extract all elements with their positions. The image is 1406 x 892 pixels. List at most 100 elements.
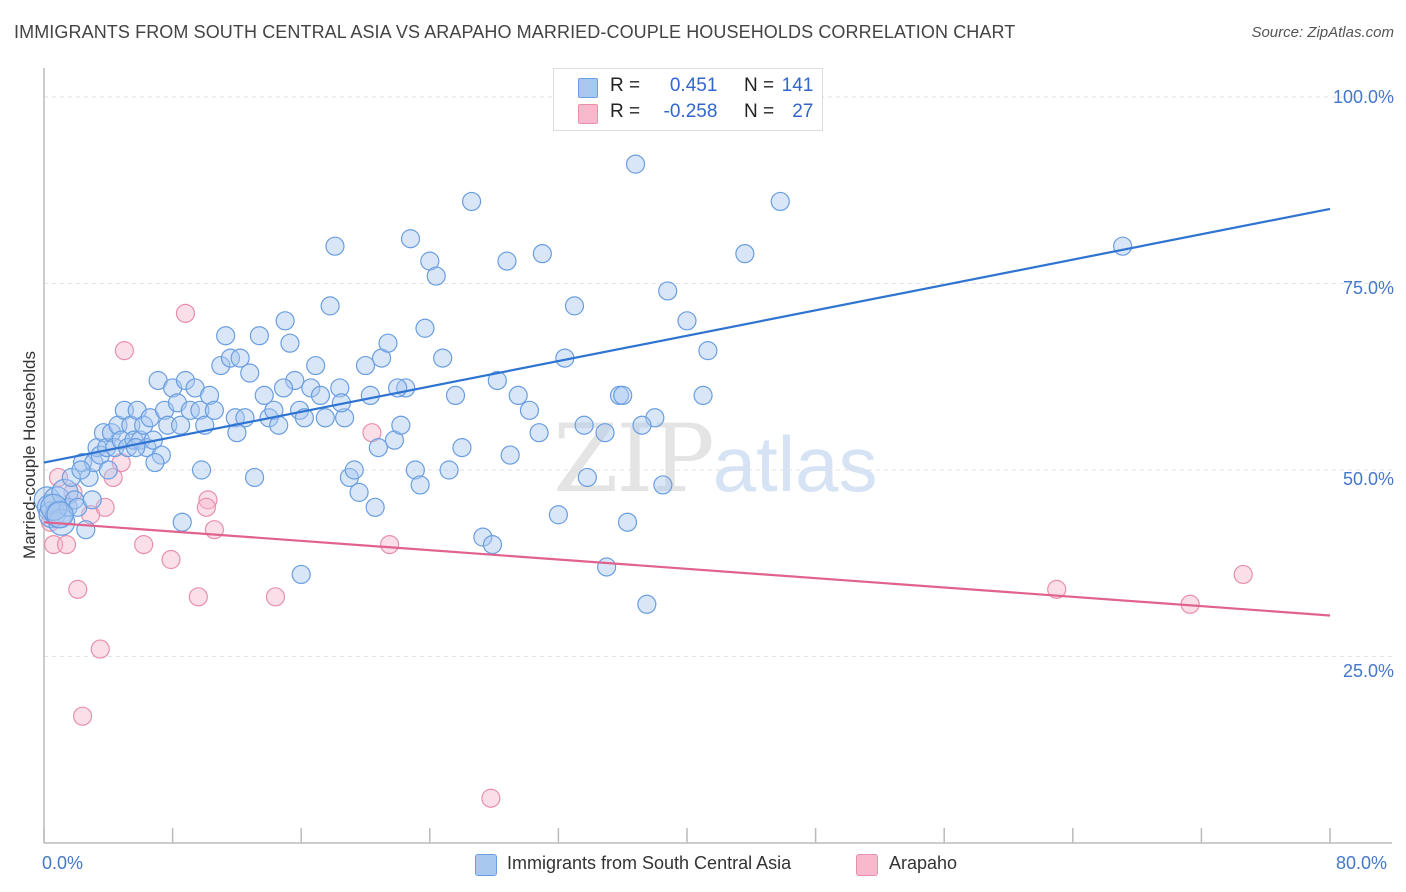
south-central-asia-point (508, 385, 528, 405)
south-central-asia-point (378, 333, 398, 353)
south-central-asia-point (617, 512, 638, 532)
south-central-asia-point (632, 415, 652, 435)
south-central-asia-point (101, 423, 122, 443)
south-central-asia-point (355, 355, 376, 376)
south-central-asia-point (452, 438, 472, 458)
south-central-asia-point (249, 326, 270, 346)
series-label-south-central-asia: Immigrants from South Central Asia (507, 853, 792, 873)
correlation-legend: R = 0.451 N = 141 R = -0.258 N = 27 (553, 68, 823, 131)
south-central-asia-point (220, 348, 241, 368)
south-central-asia-point (244, 467, 265, 488)
south-central-asia-point (482, 534, 503, 555)
south-central-asia-point (98, 460, 118, 480)
south-central-asia-point (577, 467, 597, 488)
south-central-asia-point (335, 408, 355, 428)
south-central-asia-point (71, 460, 91, 480)
watermark: ZIPatlas (553, 405, 877, 514)
trend-line-south-central-asia (43, 207, 1331, 464)
legend-n-label: N = (743, 101, 775, 122)
south-central-asia-point (415, 318, 435, 338)
arapaho-point (134, 534, 154, 555)
legend-r-label: R = (610, 101, 641, 122)
arapaho-point (68, 579, 88, 599)
south-central-asia-point (391, 415, 411, 435)
south-central-asia-point (637, 594, 657, 614)
south-central-asia-point (325, 236, 345, 256)
south-central-asia-point (473, 527, 493, 547)
south-central-asia-point (770, 191, 790, 212)
south-central-asia-point (126, 438, 146, 458)
south-central-asia-point (532, 244, 552, 264)
trend-lines (43, 207, 1331, 617)
south-central-asia-point (171, 415, 191, 435)
series-swatch-blue (475, 854, 497, 876)
south-central-asia-point (306, 355, 326, 376)
south-central-asia-point (199, 385, 220, 405)
south-central-asia-point (400, 229, 421, 249)
arapaho-point (196, 497, 216, 517)
legend-n-value: 141 (781, 75, 814, 96)
south-central-asia-point (285, 370, 305, 391)
south-central-asia-point (439, 460, 459, 480)
south-central-asia-point (172, 512, 192, 532)
south-central-asia-point (254, 385, 274, 405)
source-label: Source: ZipAtlas.com (1251, 24, 1394, 41)
arapaho-point (72, 706, 93, 726)
series-swatch-pink (856, 854, 878, 876)
south-central-asia-point (597, 557, 617, 577)
south-central-asia-point (269, 415, 289, 435)
legend-n-value: 27 (792, 101, 814, 122)
y-tick-label-25: 25.0% (1342, 661, 1394, 681)
south-central-asia-point (365, 497, 385, 517)
south-central-asia-point (519, 400, 540, 420)
legend-r-value: 0.451 (669, 75, 718, 96)
south-central-asia-point (368, 438, 388, 458)
arapaho-point (1233, 564, 1253, 585)
south-central-asia-point (330, 378, 350, 398)
south-central-asia-point (225, 408, 245, 428)
south-central-asia-point (500, 445, 520, 465)
legend-r-label: R = (610, 75, 641, 96)
south-central-asia-point (134, 415, 154, 435)
south-central-asia-point (180, 400, 200, 420)
south-central-asia-point (320, 296, 340, 316)
arapaho-point (56, 534, 77, 555)
south-central-asia-point (344, 460, 364, 480)
south-central-asia-point (190, 400, 210, 420)
south-central-asia-point (79, 467, 99, 488)
south-central-asia-point (310, 385, 331, 405)
south-central-asia-point (564, 296, 585, 316)
south-central-asia-point (548, 505, 569, 525)
south-central-asia-point (433, 348, 453, 368)
trend-line-arapaho (43, 521, 1331, 617)
watermark-zip: ZIP (553, 405, 715, 514)
arapaho-point (265, 587, 286, 607)
y-tick-label-100: 100.0% (1332, 87, 1394, 107)
arapaho-point (1047, 579, 1067, 599)
arapaho-point (380, 534, 400, 555)
arapaho-point (188, 587, 208, 607)
axes (43, 68, 1392, 844)
south-central-asia-point (1113, 236, 1133, 256)
south-central-asia-point (294, 408, 315, 428)
south-central-asia-point (529, 423, 549, 443)
chart-title: IMMIGRANTS FROM SOUTH CENTRAL ASIA VS AR… (14, 22, 1016, 42)
series-label-arapaho: Arapaho (889, 853, 958, 873)
legend-swatch-pink (578, 104, 598, 124)
south-central-asia-point (264, 400, 284, 420)
arapaho-point (198, 490, 218, 510)
south-central-asia-point (76, 520, 96, 540)
south-central-asia-point (405, 460, 425, 480)
south-central-asia-point (240, 363, 260, 383)
arapaho-point (90, 639, 110, 659)
south-central-asia-point (410, 475, 430, 495)
south-central-asia-point (445, 385, 466, 405)
legend-swatch-blue (578, 78, 598, 98)
south-central-asia-point (275, 311, 295, 331)
y-tick-label-75: 75.0% (1342, 278, 1394, 298)
south-central-asia-point (735, 244, 755, 264)
south-central-asia-point (658, 281, 678, 301)
south-central-asia-point (82, 490, 102, 510)
y-axis-label: Married-couple Households (20, 351, 39, 559)
